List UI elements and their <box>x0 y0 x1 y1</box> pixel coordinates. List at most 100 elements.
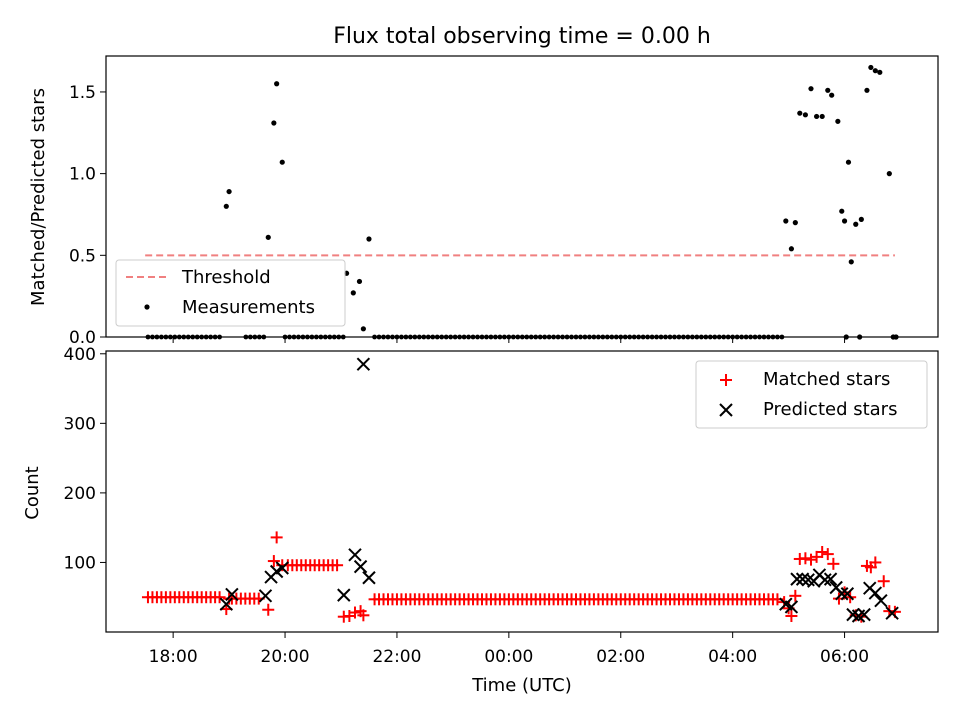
predicted-star-point <box>337 588 351 602</box>
measurement-point <box>256 334 262 340</box>
measurement-point <box>649 334 655 340</box>
measurement-point <box>243 334 249 340</box>
measurement-point <box>877 69 883 75</box>
matched-star-point <box>789 589 802 602</box>
measurement-point <box>689 334 695 340</box>
measurement-point <box>217 334 222 340</box>
measurement-point <box>645 334 651 340</box>
measurement-point <box>802 112 808 118</box>
bottom-legend-box <box>695 360 928 429</box>
top-y-tick-label: 0.0 <box>69 328 96 348</box>
measurement-point <box>524 334 530 340</box>
measurement-point <box>322 334 328 340</box>
measurement-point <box>578 334 583 340</box>
measurement-point <box>360 326 366 332</box>
bottom-legend: Matched stars Predicted stars <box>695 360 928 429</box>
measurement-point <box>841 218 848 224</box>
measurement-point <box>819 113 825 120</box>
measurement-point <box>327 334 333 340</box>
predicted-star-point <box>356 357 371 371</box>
measurement-point <box>425 334 431 340</box>
measurement-point <box>845 159 852 165</box>
matched-star-point <box>331 559 344 572</box>
top-plot-marks <box>145 64 899 340</box>
measurement-point <box>825 87 831 93</box>
matched-star-point <box>799 552 812 565</box>
predicted-legend-marker <box>719 403 733 417</box>
top-legend: Threshold Measurements <box>115 259 346 327</box>
measurement-point <box>434 334 440 340</box>
measurement-point <box>779 334 785 340</box>
top-y-tick-label: 1.5 <box>69 83 96 103</box>
measurement-point <box>868 64 874 71</box>
measurement-point <box>676 334 682 340</box>
matched-star-point <box>785 610 798 623</box>
measurements-legend-label: Measurements <box>182 297 315 318</box>
measurement-point <box>716 334 722 340</box>
predicted-star-point <box>225 587 239 602</box>
predicted-star-point <box>275 561 289 575</box>
measurement-point <box>407 334 413 340</box>
measurement-point <box>595 334 601 340</box>
x-tick-label: 06:00 <box>820 647 869 667</box>
bottom-y-axis-label: Count <box>22 466 43 519</box>
measurement-point <box>600 334 606 340</box>
measurement-point <box>340 334 346 340</box>
measurements-legend-marker <box>144 304 150 310</box>
measurement-point <box>564 334 570 340</box>
matched-star-point <box>270 531 283 544</box>
measurement-point <box>366 236 372 242</box>
measurement-point <box>775 334 780 340</box>
measurement-point <box>591 334 597 340</box>
measurement-point <box>167 334 173 340</box>
predicted-star-point <box>823 572 838 586</box>
measurement-point <box>300 334 306 340</box>
measurement-point <box>721 334 727 340</box>
measurement-point <box>488 334 494 340</box>
measurement-point <box>331 334 337 340</box>
x-tick-label: 20:00 <box>261 647 310 667</box>
measurement-point <box>788 246 795 252</box>
measurement-point <box>385 334 391 340</box>
measurement-point <box>466 334 471 340</box>
measurement-point <box>274 81 280 87</box>
predicted-star-point <box>348 548 362 562</box>
measurement-point <box>381 334 386 340</box>
measurement-point <box>457 334 463 340</box>
measurement-point <box>725 334 731 340</box>
measurement-point <box>761 334 767 340</box>
measurement-point <box>439 334 445 340</box>
predicted-star-point <box>835 587 849 601</box>
measurement-point <box>416 334 422 340</box>
measurement-point <box>622 334 628 340</box>
top-y-axis-label: Matched/Predicted stars <box>28 88 49 306</box>
x-tick-label: 00:00 <box>484 647 533 667</box>
measurement-point <box>627 334 633 340</box>
measurement-point <box>857 334 863 340</box>
measurement-point <box>853 221 859 227</box>
measurement-point <box>848 259 854 265</box>
measurement-point <box>412 334 418 340</box>
predicted-star-point <box>857 607 871 622</box>
matched-star-point <box>821 548 834 561</box>
bottom-panel: 100 200 300 400 18:00 20:00 22:00 00:00 02:00 04… <box>22 345 939 696</box>
bottom-plot-marks <box>141 357 901 623</box>
measurement-point <box>792 220 798 226</box>
measurement-point <box>185 334 191 340</box>
matched-star-point <box>877 575 890 588</box>
measurement-point <box>672 334 677 340</box>
predicted-star-point <box>818 573 832 587</box>
measurement-point <box>296 334 301 340</box>
matched-star-point <box>804 553 817 566</box>
measurement-point <box>421 334 427 340</box>
measurement-point <box>336 334 342 340</box>
measurement-point <box>609 334 615 340</box>
measurement-point <box>808 86 814 92</box>
top-x-ticks <box>172 337 846 343</box>
matched-star-point <box>827 557 840 570</box>
measurement-point <box>587 334 592 340</box>
measurement-point <box>752 334 758 340</box>
measurement-point <box>287 334 292 340</box>
measurement-point <box>542 334 548 340</box>
measurement-point <box>546 334 552 340</box>
